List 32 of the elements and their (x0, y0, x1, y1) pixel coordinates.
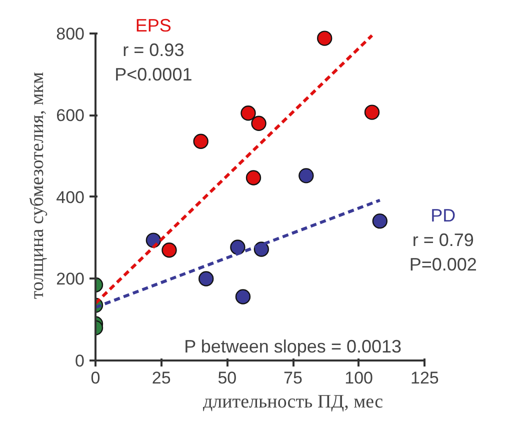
point (298, 168, 314, 184)
annotation: P between slopes = 0.0013 (184, 336, 402, 356)
y-axis-title: толщина субмезотелия, мкм (27, 72, 48, 300)
y-tick-label: 800 (56, 24, 85, 44)
x-tick-label: 25 (152, 368, 171, 388)
text: PD (430, 206, 456, 226)
y-tick-label: 200 (56, 270, 85, 289)
point (372, 213, 388, 229)
annotation: P<0.0001 (114, 64, 192, 85)
point (240, 106, 256, 121)
point (251, 116, 266, 131)
point (246, 170, 262, 186)
x-tick-label: 100 (344, 368, 374, 388)
y-tick-label: 600 (56, 106, 85, 126)
x-tick-label: 50 (218, 368, 237, 388)
x-tick-label: 75 (284, 368, 302, 388)
y-tick-label: 0 (75, 352, 85, 370)
point (198, 271, 214, 286)
annotation: r = 0.79 (412, 230, 474, 250)
x-tick-label: 0 (90, 368, 100, 388)
text: EPS (135, 15, 172, 36)
point (235, 289, 251, 304)
point (162, 242, 177, 258)
point (193, 134, 208, 149)
annotation: r = 0.93 (122, 40, 184, 60)
x-tick-label: 125 (410, 368, 439, 388)
point (364, 104, 380, 120)
point (317, 30, 332, 46)
point (230, 240, 246, 255)
y-tick-label: 400 (56, 188, 85, 207)
x-axis-title: длительность ПД, мес (202, 392, 384, 412)
annotation: P=0.002 (409, 254, 477, 275)
